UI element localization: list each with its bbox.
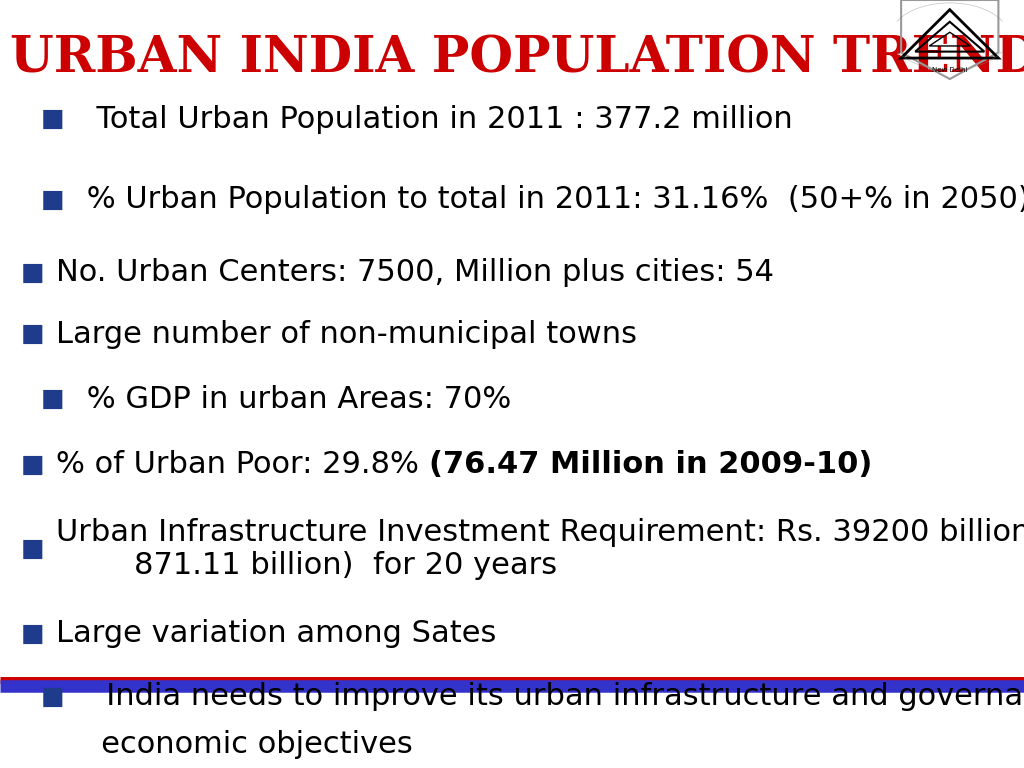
Text: % of Urban Poor: 29.8%: % of Urban Poor: 29.8% [56, 450, 429, 479]
Text: New Delhi: New Delhi [932, 67, 968, 73]
Text: ■: ■ [41, 684, 65, 709]
Text: No. Urban Centers: 7500, Million plus cities: 54: No. Urban Centers: 7500, Million plus ci… [56, 258, 774, 287]
Text: ■: ■ [20, 322, 44, 346]
Text: ■: ■ [41, 107, 65, 131]
Text: ■: ■ [20, 621, 44, 646]
Text: % GDP in urban Areas: 70%: % GDP in urban Areas: 70% [77, 385, 511, 414]
Text: ■: ■ [20, 537, 44, 561]
Text: Large number of non-municipal towns: Large number of non-municipal towns [56, 319, 637, 349]
Text: India needs to improve its urban infrastructure and governance to: India needs to improve its urban infrast… [77, 682, 1024, 711]
Text: (76.47 Million in 2009-10): (76.47 Million in 2009-10) [429, 450, 872, 479]
Text: ■: ■ [20, 452, 44, 477]
Text: % Urban Population to total in 2011: 31.16%  (50+% in 2050):: % Urban Population to total in 2011: 31.… [77, 185, 1024, 214]
Text: Large variation among Sates: Large variation among Sates [56, 619, 497, 648]
Text: Total Urban Population in 2011 : 377.2 million: Total Urban Population in 2011 : 377.2 m… [77, 104, 793, 134]
Text: ■: ■ [41, 387, 65, 412]
Text: ■: ■ [41, 187, 65, 212]
Text: Urban Infrastructure Investment Requirement: Rs. 39200 billion (US$
        871.: Urban Infrastructure Investment Requirem… [56, 518, 1024, 581]
Text: ■: ■ [20, 260, 44, 285]
Text: economic objectives: economic objectives [72, 730, 413, 760]
Text: URBAN INDIA POPULATION TRENDS: URBAN INDIA POPULATION TRENDS [10, 35, 1024, 84]
